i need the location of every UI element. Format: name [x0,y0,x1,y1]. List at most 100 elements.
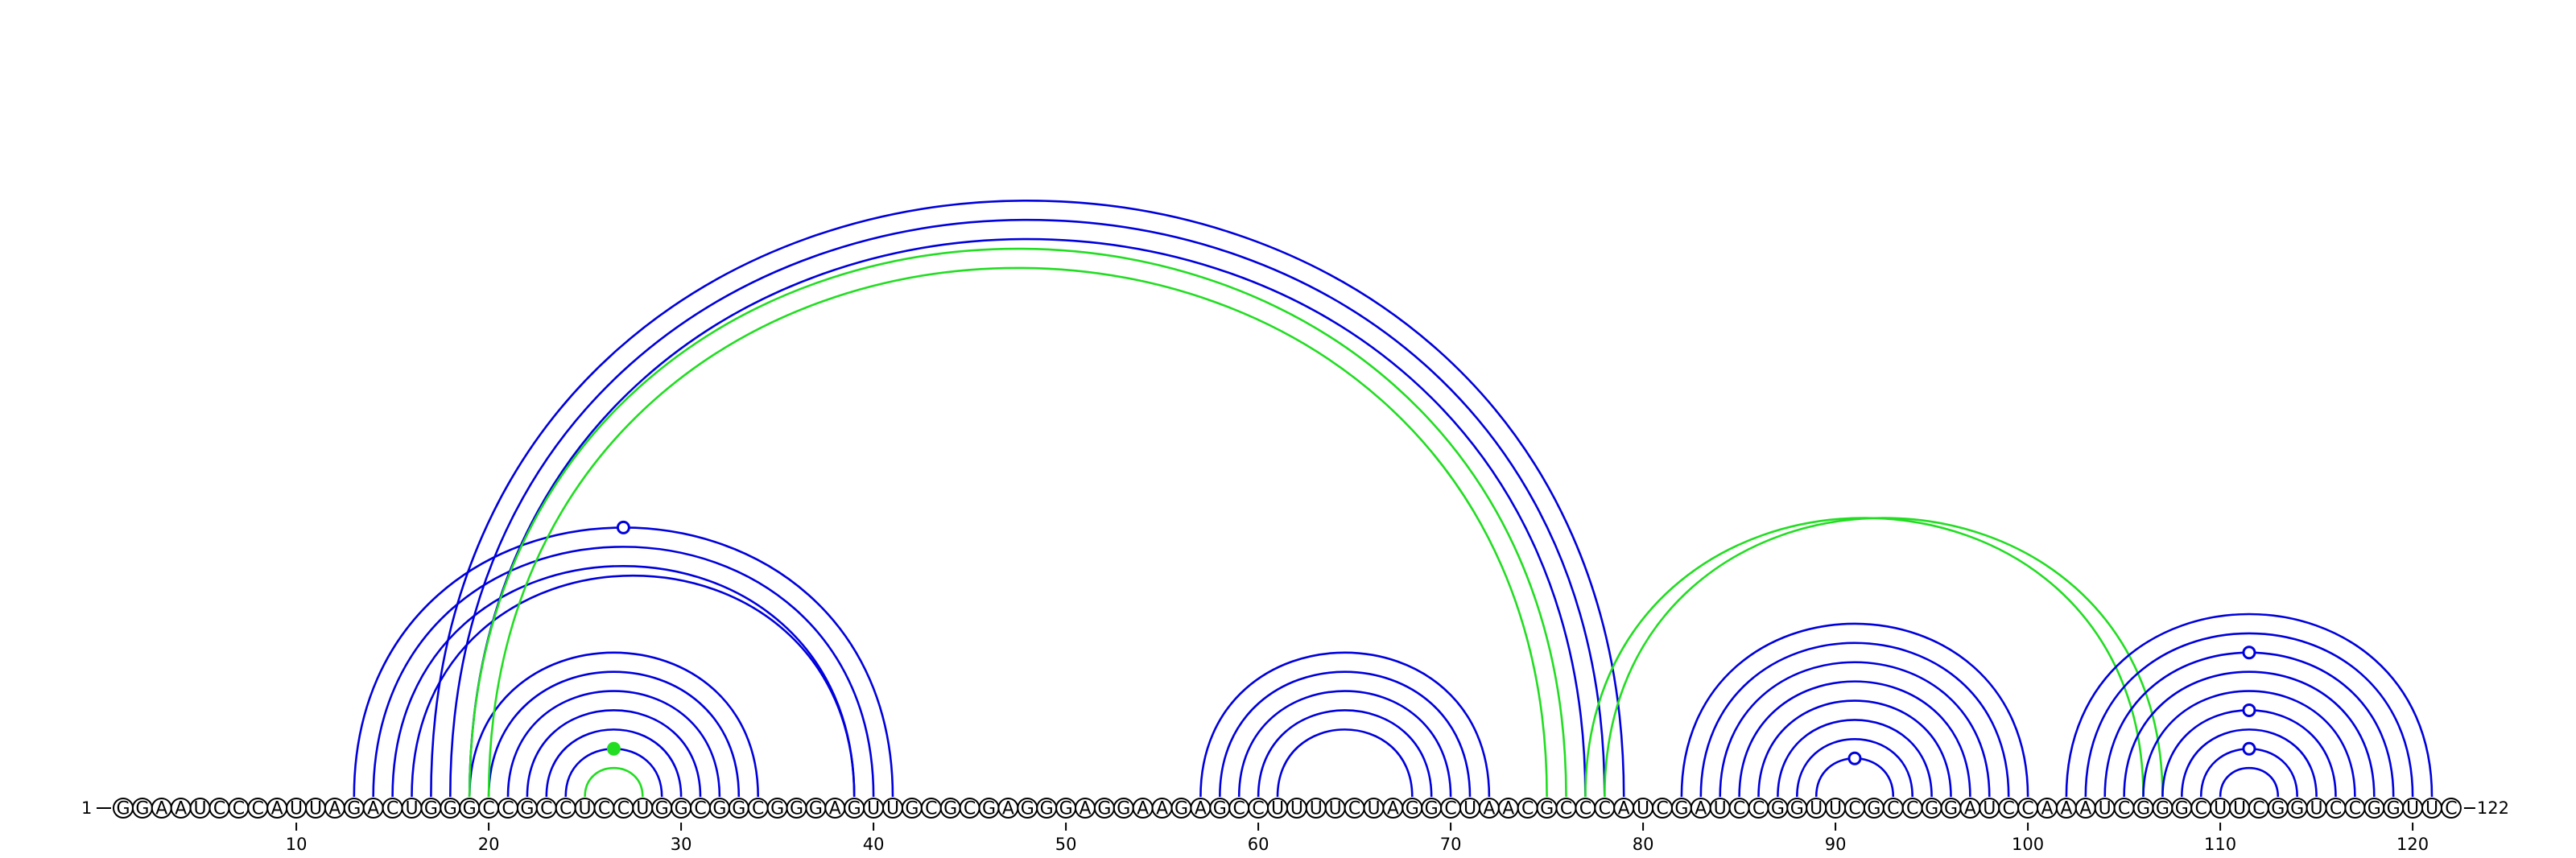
nucleotide-letter: C [1848,799,1860,819]
base-pair-arc-78-107 [1604,517,2164,798]
nucleotide-letter: U [1810,799,1823,819]
base-pair-arc-86-96 [1757,699,1952,798]
nucleotide-59: C [1228,798,1250,819]
nucleotide-73: A [1497,798,1519,819]
nucleotide-letter: A [1618,799,1630,819]
base-pair-arc-58-71 [1219,670,1472,798]
nucleotide-letter: U [1290,799,1303,819]
pair-marker-3 [1847,751,1862,765]
nucleotide-letter: C [1579,799,1591,819]
nucleotide-52: G [1093,798,1115,819]
base-pair-arc-20-75 [487,266,1548,798]
pair-marker-5 [2242,703,2256,717]
nucleotide-letter: U [2233,799,2246,819]
nucleotide-letter: U [1637,799,1649,819]
nucleotide-114: G [2286,798,2308,819]
tick-label-50: 50 [1055,835,1077,854]
nucleotide-letter: U [579,799,592,819]
nucleotide-letter: C [1733,799,1745,819]
nucleotide-29: G [651,798,673,819]
nucleotide-letter: A [2060,799,2072,819]
base-pair-arc-19-77 [468,237,1587,798]
nucleotide-letter: C [213,799,225,819]
nucleotide-letter: U [290,799,303,819]
nucleotide-8: C [247,798,269,819]
tick-label-10: 10 [286,835,308,854]
nucleotide-letter: A [1502,799,1514,819]
base-pair-arc-14-40 [372,546,875,798]
base-pair-arc-16-39 [411,574,856,798]
nucleotide-102: A [2055,798,2077,819]
tick-label-40: 40 [863,835,885,854]
nucleotide-letter: C [482,799,494,819]
nucleotide-letter: U [867,799,880,819]
base-pair-arc-85-97 [1738,680,1971,798]
nucleotide-23: C [535,798,557,819]
tick-label-110: 110 [2204,835,2236,854]
nucleotide-120: U [2402,798,2424,819]
base-pair-arc-60-69 [1257,709,1433,798]
nucleotide-letter: A [175,799,187,819]
nucleotide-letter: C [502,799,514,819]
base-pair-arc-104-119 [2103,651,2395,798]
nucleotide-letter: G [2290,799,2304,819]
nucleotide-35: G [766,798,788,819]
nucleotide-91: C [1844,798,1865,819]
nucleotide-letter: G [1059,799,1073,819]
nucleotide-51: A [1075,798,1096,819]
nucleotide-116: C [2325,798,2347,819]
nucleotide-letter: G [1040,799,1054,819]
nucleotide-letter: C [598,799,610,819]
pair-marker-1 [606,741,621,756]
nucleotide-103: A [2074,798,2096,819]
nucleotide-letter: C [1656,799,1668,819]
nucleotide-letter: G [675,799,688,819]
nucleotide-letter: C [2118,799,2130,819]
nucleotide-letter: A [2041,799,2053,819]
nucleotide-letter: G [444,799,457,819]
tick-label-70: 70 [1440,835,1462,854]
nucleotide-letter: G [1540,799,1554,819]
nucleotide-letter: G [2175,799,2189,819]
nucleotide-34: C [747,798,769,819]
nucleotide-letter: G [2271,799,2285,819]
nucleotide-58: G [1209,798,1231,819]
nucleotide-letter: C [694,799,706,819]
nucleotide-letter: U [1367,799,1380,819]
nucleotide-121: U [2421,798,2442,819]
nucleotide-letter: A [271,799,283,819]
nucleotide-letter: G [1771,799,1785,819]
nucleotide-105: C [2113,798,2135,819]
nucleotide-letter: G [463,799,477,819]
nucleotide-letter: C [2021,799,2033,819]
nucleotide-letter: G [520,799,534,819]
nucleotide-65: C [1344,798,1365,819]
nucleotide-letter: U [1271,799,1284,819]
nucleotide-letter: U [2406,799,2419,819]
nucleotide-letter: G [943,799,957,819]
nucleotide-111: U [2229,798,2250,819]
nucleotide-21: C [497,798,518,819]
nucleotide-letter: A [1137,799,1149,819]
nucleotide-letter: U [1463,799,1476,819]
base-pair-arc-88-94 [1796,738,1913,798]
nucleotide-97: A [1959,798,1981,819]
pair-marker-4 [2242,741,2256,756]
base-pair-arc-77-106 [1584,517,2145,798]
nucleotide-letter: C [752,799,764,819]
base-pair-arc-103-120 [2084,632,2414,798]
base-pair-arc-106-117 [2142,690,2356,798]
nucleotide-letter: C [1521,799,1534,819]
nucleotide-letter: A [1695,799,1707,819]
nucleotide-letter: U [405,799,418,819]
nucleotide-letter: G [1867,799,1880,819]
nucleotide-87: G [1767,798,1789,819]
nucleotide-letter: G [1097,799,1111,819]
nucleotide-43: C [920,798,942,819]
nucleotide-90: U [1825,798,1847,819]
nucleotide-48: G [1017,798,1038,819]
nucleotide-letter: C [1560,799,1572,819]
nucleotide-26: C [593,798,615,819]
